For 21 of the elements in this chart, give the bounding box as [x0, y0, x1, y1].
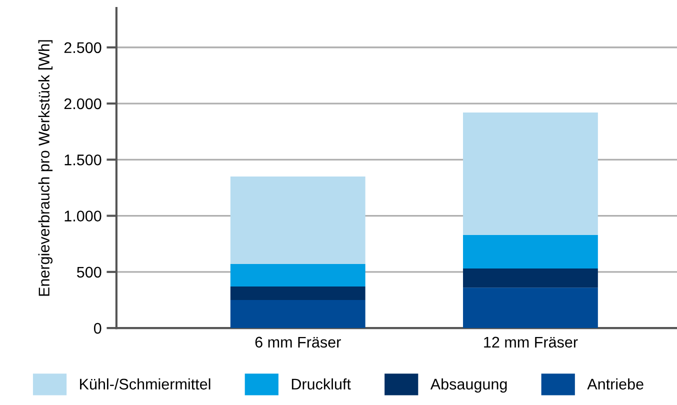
bar — [230, 286, 366, 300]
y-tick-label: 2.000 — [64, 98, 102, 110]
legend-label: Antriebe — [587, 378, 644, 390]
x-tick-label: 12 mm Fräser — [484, 336, 578, 348]
x-tick-label: 6 mm Fräser — [255, 336, 341, 348]
bar — [463, 288, 598, 328]
legend-label: Absaugung — [430, 378, 507, 393]
bar — [463, 234, 598, 269]
y-tick-label: 0 — [94, 322, 102, 334]
legend-label: Druckluft — [292, 378, 351, 390]
bar — [230, 300, 366, 328]
bar — [463, 112, 598, 235]
y-tick-label: 1.500 — [64, 154, 102, 166]
y-tick-label: 500 — [76, 266, 102, 278]
legend-label: Kühl-/Schmiermittel — [80, 378, 210, 390]
y-tick-label: 1.000 — [64, 210, 102, 222]
bar — [230, 264, 366, 287]
bar — [463, 268, 598, 288]
bar — [230, 176, 366, 264]
y-tick-label: 2.500 — [64, 42, 102, 54]
y-axis-title: Energieverbrauch pro Werkstück [Wh] — [38, 40, 53, 296]
